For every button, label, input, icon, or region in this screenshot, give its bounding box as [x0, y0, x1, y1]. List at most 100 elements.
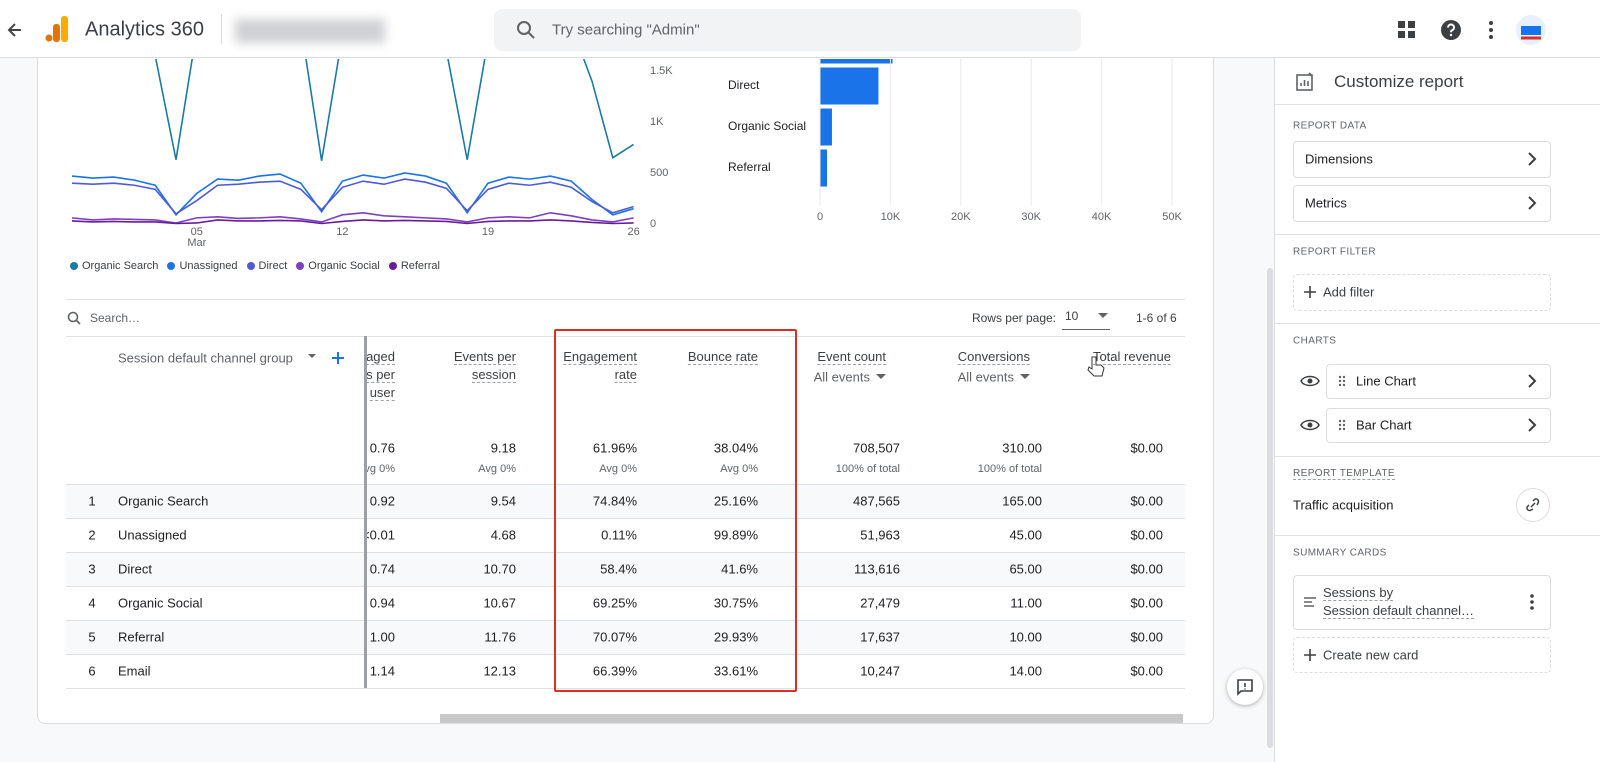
path: [75, 319, 81, 325]
search-placeholder[interactable]: Try searching "Admin": [552, 21, 700, 39]
panel-title: Customize report: [1334, 72, 1464, 91]
drag-handle[interactable]: [1338, 375, 1346, 387]
circle: [1489, 28, 1493, 32]
rect: [1408, 31, 1415, 38]
add-dimension[interactable]: [331, 351, 345, 365]
summary-card-text: Session default channel…: [1323, 603, 1475, 619]
cell: 51,963: [860, 527, 900, 543]
v-scrollbar[interactable]: [1267, 268, 1273, 748]
avatar[interactable]: [1515, 14, 1547, 46]
dimension-header[interactable]: Session default channel group: [118, 350, 293, 366]
create-card-label: Create new card: [1323, 647, 1419, 663]
legend-item[interactable]: Organic Search: [70, 260, 158, 272]
column-header[interactable]: user: [369, 385, 395, 401]
column-header[interactable]: Events per: [453, 349, 516, 365]
apps-icon[interactable]: [1397, 20, 1417, 40]
back-button[interactable]: [5, 20, 25, 40]
dot: [1338, 383, 1342, 387]
dot: [1342, 379, 1346, 383]
column-header[interactable]: Total revenue: [1092, 349, 1171, 365]
rect: [1521, 26, 1541, 35]
charts: 0 500 1K 1.5K 05 12 19 26 Mar 0 10K 20K 30K 40K 50K Dir…: [71, 59, 1182, 249]
section-heading: REPORT TEMPLATE: [1293, 468, 1395, 480]
dimension-caret[interactable]: [306, 353, 318, 361]
h-scrollbar[interactable]: [440, 714, 1183, 723]
template-unlink-button[interactable]: [1516, 488, 1550, 522]
legend-item[interactable]: Referral: [388, 260, 440, 272]
row-rank: 3: [88, 561, 96, 577]
circle: [1530, 594, 1534, 598]
feedback-button[interactable]: [1227, 669, 1263, 705]
path: [332, 352, 344, 364]
rows-select-underline[interactable]: [1062, 329, 1110, 330]
row-rank: 2: [88, 527, 96, 543]
column-header[interactable]: s per: [367, 367, 395, 383]
dot: [1338, 379, 1342, 383]
y-category-label: Organic Social: [728, 119, 806, 133]
legend-item[interactable]: Organic Social: [296, 260, 380, 272]
legend-swatch: [296, 262, 305, 270]
column-header[interactable]: aged: [367, 349, 395, 365]
row-rank: 1: [88, 493, 96, 509]
column-header[interactable]: Event count: [817, 349, 886, 365]
row-channel: Email: [118, 663, 151, 679]
column-header[interactable]: rate: [614, 367, 637, 383]
column-total: 61.96%: [592, 440, 637, 456]
visibility-toggle[interactable]: [1300, 418, 1320, 432]
help-icon[interactable]: [1440, 19, 1462, 41]
column-header[interactable]: Engagement: [563, 349, 637, 365]
x-tick-label: 26: [627, 226, 639, 238]
column-header[interactable]: Bounce rate: [687, 349, 758, 365]
create-card-button[interactable]: [1293, 637, 1551, 673]
metrics-button[interactable]: [1293, 185, 1551, 222]
drag-handle[interactable]: [1338, 419, 1346, 431]
more-icon[interactable]: [1486, 19, 1496, 41]
metric-filter[interactable]: All events: [957, 369, 1014, 385]
page-range: 1-6 of 6: [1136, 311, 1177, 325]
filter-caret[interactable]: [876, 374, 886, 380]
table-search-icon: [67, 311, 81, 325]
line-chart-button[interactable]: [1326, 364, 1551, 399]
circle: [67, 311, 79, 323]
summary-card[interactable]: [1293, 575, 1551, 630]
dimensions-button[interactable]: [1293, 141, 1551, 178]
cell: 0.74: [369, 561, 395, 577]
bar-chart-button[interactable]: [1326, 408, 1551, 443]
row-channel: Organic Social: [118, 595, 203, 611]
column-header[interactable]: Conversions: [957, 349, 1030, 365]
legend-item[interactable]: Unassigned: [167, 260, 238, 272]
cell: 58.4%: [600, 561, 637, 577]
column-total: 38.04%: [713, 440, 758, 456]
section-heading: CHARTS: [1293, 335, 1337, 347]
chevron: [1528, 152, 1537, 166]
cell: 41.6%: [721, 561, 758, 577]
rows-per-page-value[interactable]: 10: [1065, 309, 1079, 323]
visibility-toggle[interactable]: [1300, 374, 1320, 388]
column-total: $0.00: [1130, 440, 1163, 456]
chevron: [1528, 196, 1537, 210]
pupil: [1307, 378, 1313, 384]
circle: [1489, 35, 1493, 39]
path: [1526, 498, 1540, 512]
total-note: Avg 0%: [720, 463, 758, 475]
line: [71, 211, 634, 224]
cell: <0.01: [367, 527, 395, 543]
frozen-divider: [364, 336, 367, 688]
search-box[interactable]: [494, 9, 1081, 51]
chevron: [1528, 418, 1537, 432]
column-header[interactable]: session: [471, 367, 516, 383]
dot: [1342, 375, 1346, 379]
chart-option: Bar Chart: [1356, 417, 1412, 433]
cell: 11.00: [1010, 595, 1042, 611]
filter-caret[interactable]: [1020, 374, 1030, 380]
dropdown-caret[interactable]: [1097, 312, 1109, 320]
table-search[interactable]: Search…: [90, 311, 141, 325]
add-filter-button[interactable]: [1293, 274, 1551, 311]
dot: [1342, 423, 1346, 427]
metric-filter[interactable]: All events: [813, 369, 870, 385]
divider: [1275, 456, 1600, 457]
line: [71, 219, 634, 225]
legend-item[interactable]: Direct: [246, 260, 287, 272]
card-menu[interactable]: [1527, 593, 1537, 611]
cell: $0.00: [1130, 629, 1163, 645]
